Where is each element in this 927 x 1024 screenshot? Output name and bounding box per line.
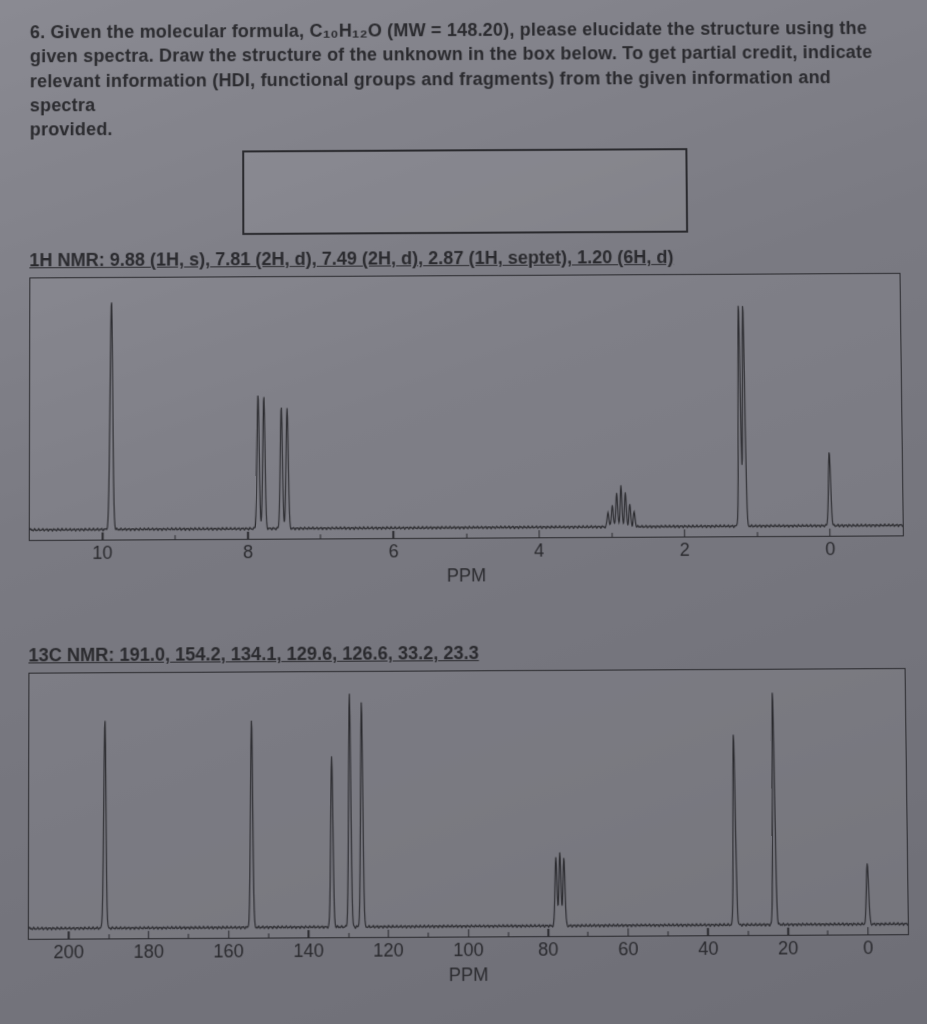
cnmr-xlabel: PPM <box>28 963 910 989</box>
tick-mark <box>829 529 831 537</box>
tick-mark <box>247 532 249 540</box>
tick-minor <box>588 932 589 937</box>
tick-label: 40 <box>698 939 719 961</box>
cnmr-plot: 200180160140120100806040200 <box>28 669 909 941</box>
tick-label: 120 <box>373 940 404 962</box>
tick-label: 6 <box>389 542 399 563</box>
prompt-line4: provided. <box>30 119 113 140</box>
tick-minor <box>748 931 749 936</box>
tick-label: 180 <box>133 942 164 964</box>
tick-label: 2 <box>680 540 690 561</box>
tick-minor <box>827 931 828 936</box>
tick-label: 100 <box>453 940 484 962</box>
tick-minor <box>108 935 109 940</box>
tick-mark <box>308 931 310 939</box>
tick-mark <box>148 931 150 939</box>
tick-mark <box>627 929 629 937</box>
tick-mark <box>468 930 470 938</box>
tick-mark <box>388 930 390 938</box>
tick-minor <box>508 933 509 938</box>
tick-mark <box>538 531 540 539</box>
tick-label: 160 <box>213 941 244 963</box>
tick-minor <box>428 933 429 938</box>
question-prompt: 6. Given the molecular formula, C₁₀H₁₂O … <box>30 16 899 142</box>
tick-mark <box>393 531 395 539</box>
cnmr-plot-wrap: 200180160140120100806040200 PPM <box>28 669 910 989</box>
prompt-line3: relevant information (HDI, functional gr… <box>30 67 831 116</box>
hnmr-title: 1H NMR: 9.88 (1H, s), 7.81 (2H, d), 7.49… <box>29 246 900 272</box>
tick-minor <box>668 932 669 937</box>
tick-minor <box>268 934 269 939</box>
tick-mark <box>787 928 789 936</box>
tick-label: 80 <box>538 940 559 962</box>
tick-minor <box>320 535 321 540</box>
tick-label: 8 <box>243 542 253 563</box>
tick-label: 10 <box>92 543 112 565</box>
tick-label: 200 <box>53 942 84 964</box>
tick-mark <box>684 530 686 538</box>
tick-minor <box>466 534 467 539</box>
tick-mark <box>102 533 104 541</box>
tick-mark <box>68 932 70 940</box>
tick-minor <box>348 933 349 938</box>
tick-minor <box>188 934 189 939</box>
tick-label: 60 <box>618 939 639 961</box>
tick-mark <box>707 928 709 936</box>
prompt-line1: 6. Given the molecular formula, C₁₀H₁₂O … <box>30 18 867 42</box>
cnmr-title: 13C NMR: 191.0, 154.2, 134.1, 129.6, 126… <box>28 641 905 667</box>
hnmr-plot: 1086420 <box>29 273 904 541</box>
answer-box <box>242 149 688 236</box>
tick-label: 0 <box>863 938 873 960</box>
tick-label: 0 <box>825 539 835 560</box>
tick-minor <box>611 533 612 538</box>
hnmr-plot-wrap: 1086420 PPM <box>29 273 905 589</box>
hnmr-xlabel: PPM <box>29 563 905 589</box>
tick-label: 140 <box>293 941 324 963</box>
tick-mark <box>228 931 230 939</box>
tick-mark <box>548 929 550 937</box>
prompt-line2: given spectra. Draw the structure of the… <box>30 42 873 66</box>
tick-minor <box>757 533 758 538</box>
tick-minor <box>175 536 176 541</box>
tick-label: 20 <box>778 938 799 960</box>
tick-mark <box>867 928 869 936</box>
tick-label: 4 <box>534 541 544 562</box>
